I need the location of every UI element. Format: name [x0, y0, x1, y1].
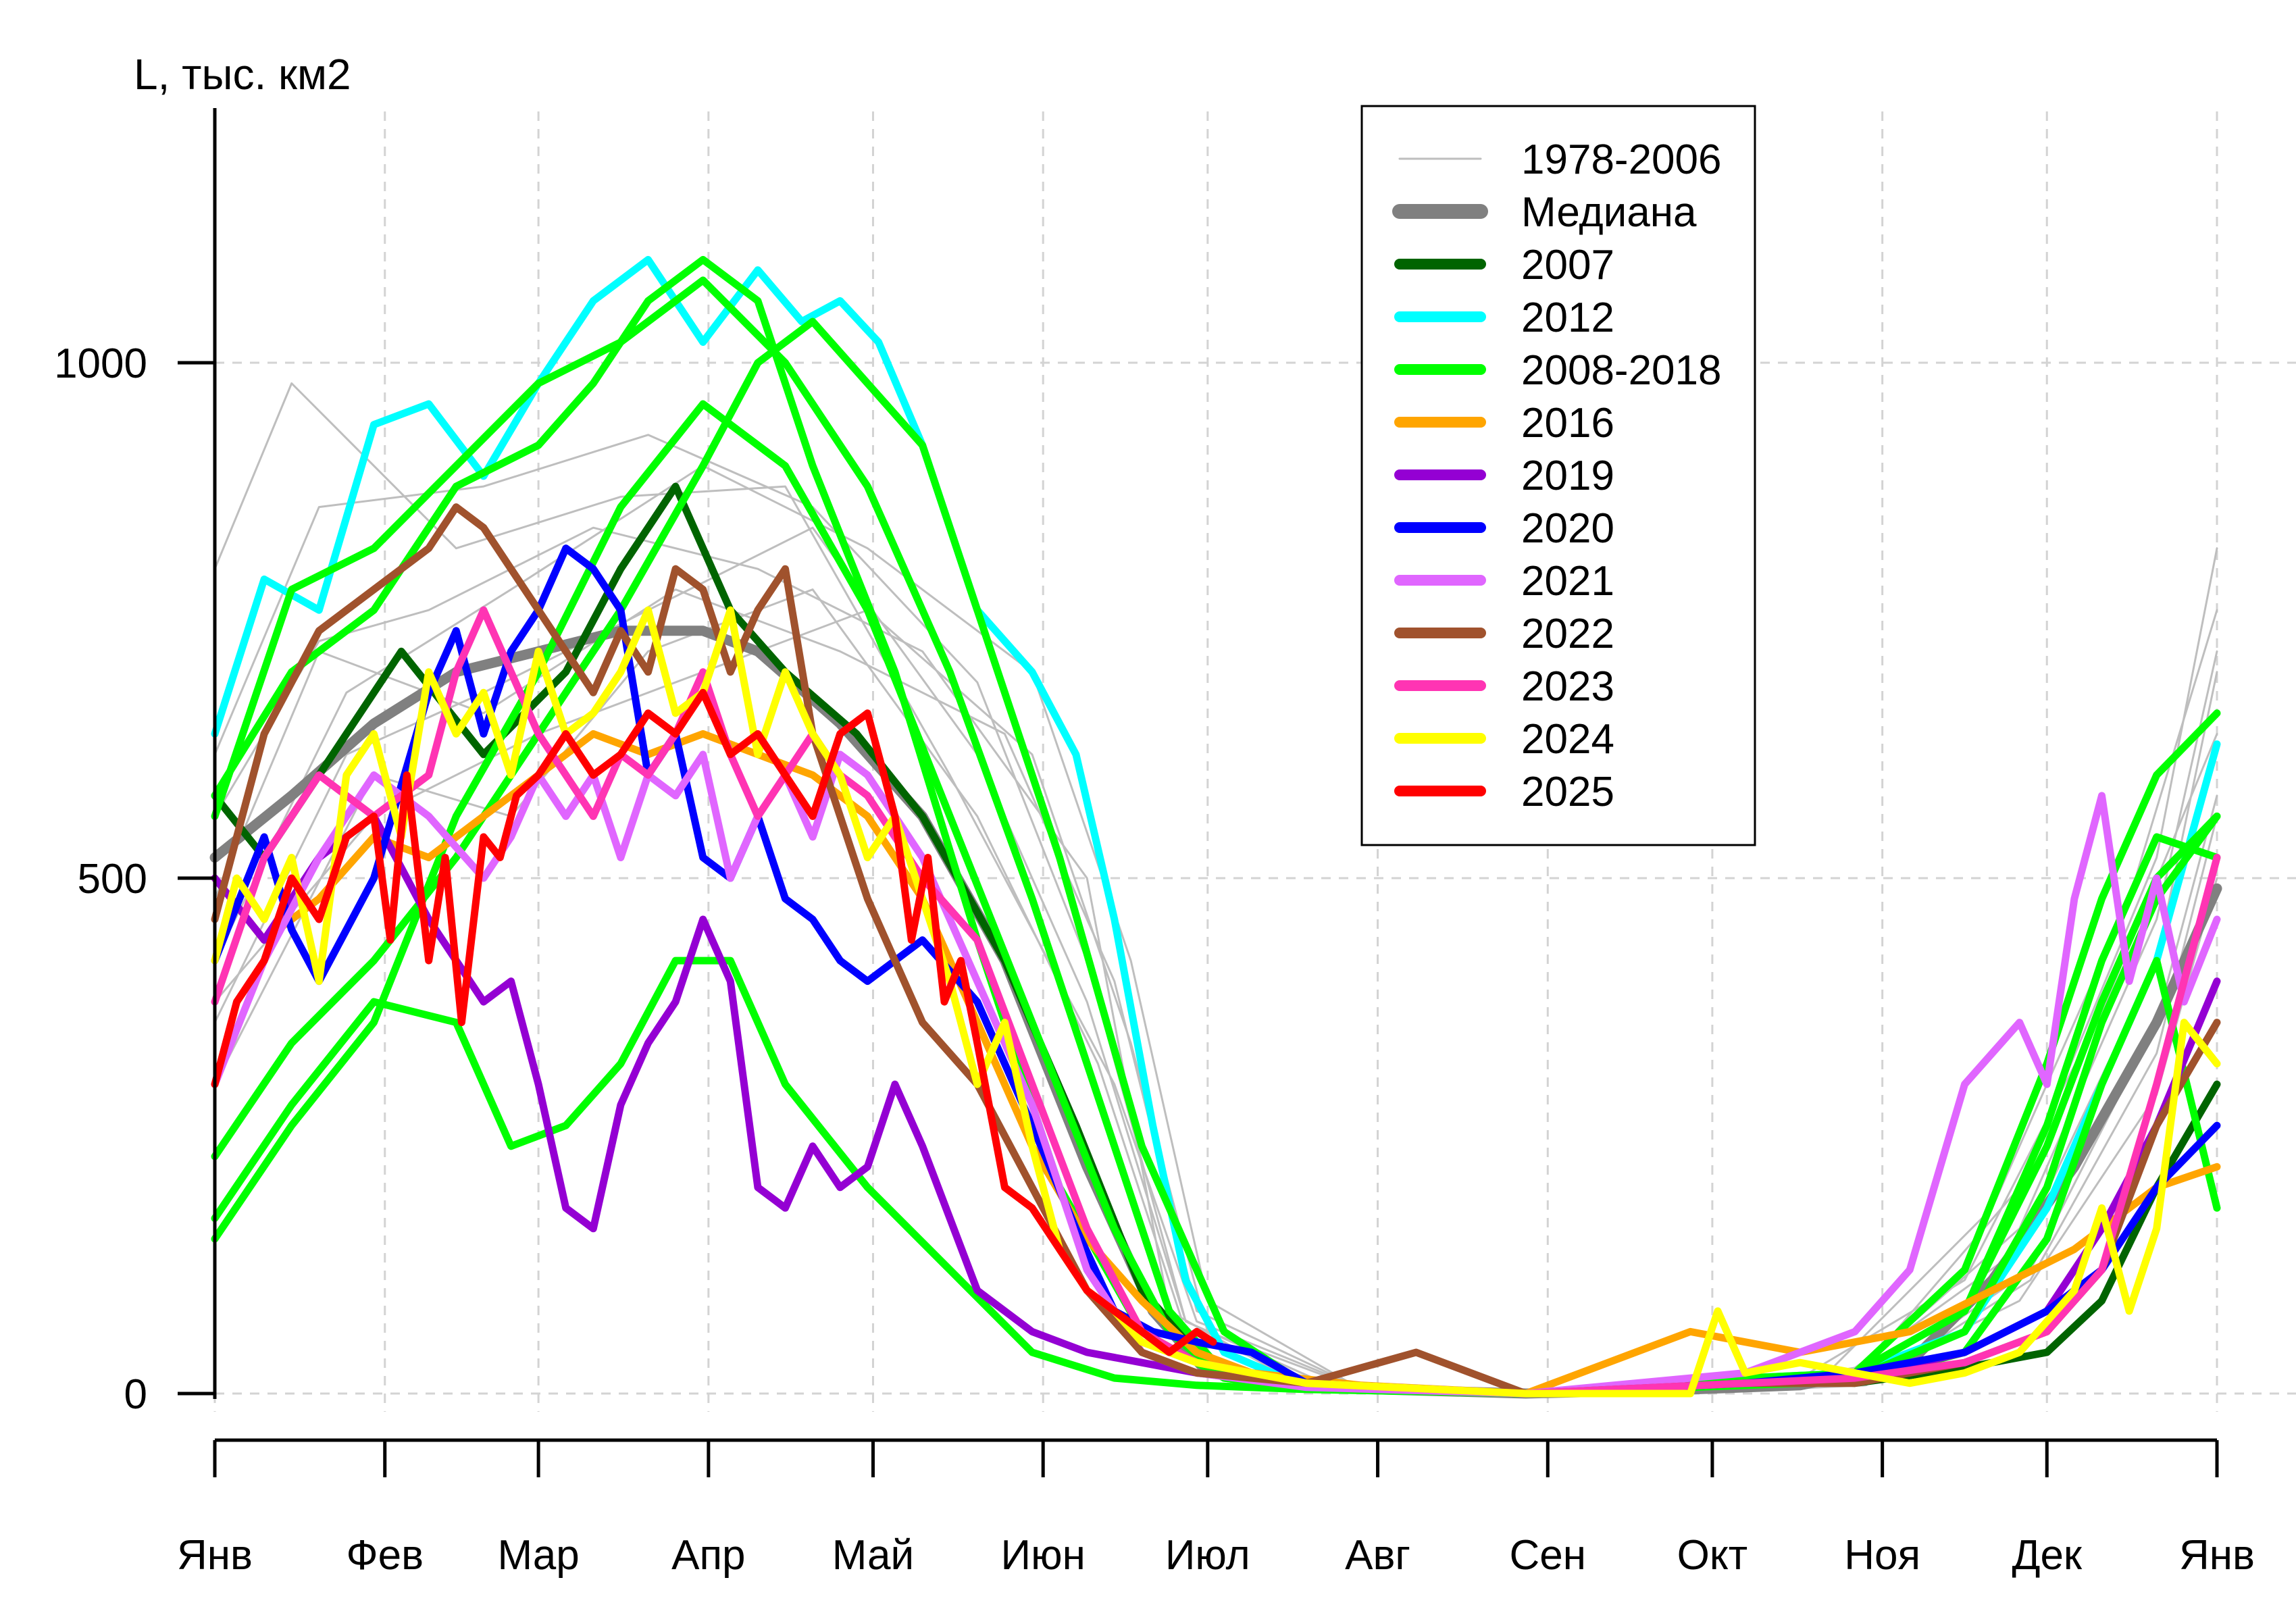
- series-line-2008-2018-14: [211, 956, 2221, 1398]
- series-line-2016-16: [211, 730, 2221, 1398]
- x-tick-label-9: Окт: [1677, 1532, 1747, 1579]
- legend-label-2: 2007: [1521, 242, 1614, 288]
- plot-area: [209, 255, 2222, 1399]
- series-line-2025-23: [211, 688, 1217, 1356]
- x-tick-label-4: Май: [832, 1532, 914, 1579]
- x-tick-label-1: Фев: [346, 1532, 424, 1579]
- axes: 0 500 1000 Янв Фев Мар Апр Май Июн Июл Авг Сен Окт Но…: [54, 108, 2255, 1579]
- y-tick-label-0: 0: [124, 1371, 147, 1418]
- y-tick-label-1000: 1000: [54, 340, 147, 387]
- x-tick-label-0: Янв: [177, 1532, 253, 1579]
- series-line-2008-2018-12: [211, 400, 2221, 1398]
- legend-label-3: 2012: [1521, 295, 1614, 341]
- legend-label-5: 2016: [1521, 400, 1614, 447]
- y-axis-title: L, тыс. км2: [134, 50, 351, 99]
- x-tick-label-12: Янв: [2179, 1532, 2255, 1579]
- legend-label-10: 2023: [1521, 663, 1614, 710]
- x-tick-label-10: Ноя: [1844, 1532, 1920, 1579]
- x-tick-label-7: Авг: [1345, 1532, 1410, 1579]
- grid: [213, 111, 2296, 1412]
- series-line-2008-2018-11: [211, 276, 2221, 1398]
- legend-label-0: 1978-2006: [1521, 136, 1722, 183]
- y-tick-label-500: 500: [78, 856, 147, 902]
- legend: 1978-2006 Медиана 2007 2012 2008-2018 2016 201…: [1360, 105, 1756, 846]
- legend-label-7: 2020: [1521, 505, 1614, 552]
- x-tick-label-11: Дек: [2012, 1532, 2082, 1579]
- legend-label-9: 2022: [1521, 611, 1614, 657]
- legend-label-6: 2019: [1521, 453, 1614, 499]
- series-line-2008-2018-15: [211, 255, 2221, 1398]
- x-tick-label-5: Июн: [1001, 1532, 1086, 1579]
- x-tick-label-6: Июл: [1165, 1532, 1250, 1579]
- x-tick-label-2: Мар: [497, 1532, 579, 1579]
- legend-label-12: 2025: [1521, 769, 1614, 815]
- series-line-1978-2006-1: [213, 382, 2218, 1395]
- legend-label-11: 2024: [1521, 716, 1614, 763]
- legend-label-4: 2008-2018: [1521, 347, 1722, 394]
- x-tick-label-3: Апр: [671, 1532, 745, 1579]
- x-tick-label-8: Сен: [1510, 1532, 1587, 1579]
- legend-label-8: 2021: [1521, 558, 1614, 605]
- legend-label-1: Медиана: [1521, 189, 1697, 236]
